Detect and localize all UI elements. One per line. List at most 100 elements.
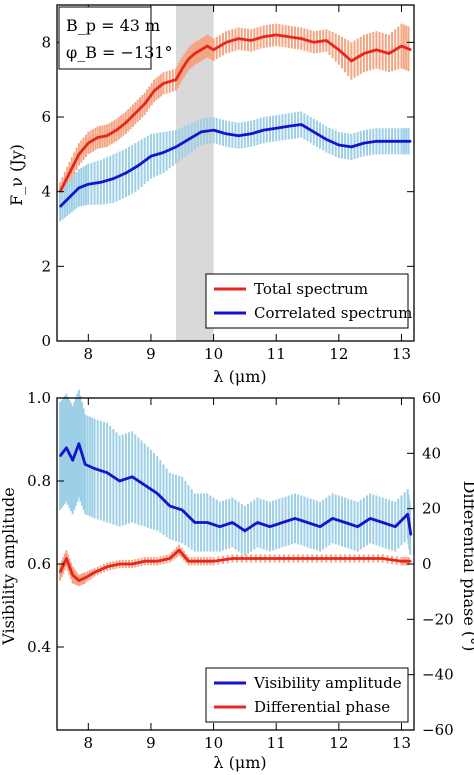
data-point: [338, 144, 340, 146]
data-point: [106, 565, 108, 568]
x-tick-label: 9: [146, 345, 156, 363]
data-point: [406, 513, 409, 515]
data-point: [143, 103, 146, 105]
data-point: [410, 49, 412, 51]
data-point: [350, 146, 353, 148]
data-point: [394, 525, 397, 528]
data-point: [306, 521, 309, 524]
x-tick-label: 12: [329, 345, 348, 363]
data-point: [375, 140, 378, 143]
data-point: [381, 521, 384, 524]
data-point: [84, 463, 86, 466]
data-point: [118, 480, 121, 482]
top-plot-frame: [56, 4, 415, 342]
data-point: [68, 196, 71, 199]
series-line-0: [58, 442, 413, 536]
data-point: [363, 52, 365, 55]
data-point: [300, 123, 303, 126]
data-point: [93, 571, 96, 574]
x-tick-label: 8: [84, 734, 94, 752]
data-point: [175, 78, 177, 81]
x-tick-label: 10: [204, 345, 223, 363]
top-x-axis-label: λ (μm): [213, 367, 266, 386]
data-point: [256, 521, 259, 524]
data-point: [287, 35, 290, 38]
y2-tick-label: −60: [422, 721, 454, 739]
series-line-1: [59, 123, 411, 208]
data-point: [131, 563, 133, 565]
data-point: [143, 484, 146, 486]
data-point: [68, 172, 71, 174]
bottom-y2-ticks: −60 −40 −20 0 20 40 60: [407, 389, 454, 739]
data-point: [78, 187, 80, 189]
data-point: [187, 58, 190, 60]
data-point: [275, 127, 278, 129]
data-point: [237, 37, 240, 40]
data-point: [319, 525, 321, 528]
data-point: [181, 509, 184, 511]
data-point: [200, 131, 202, 133]
y-tick-label: 1.0: [27, 389, 51, 407]
data-point: [400, 140, 403, 143]
data-point: [162, 82, 165, 85]
data-point: [269, 525, 271, 528]
y2-tick-label: 20: [422, 500, 441, 518]
data-point: [244, 530, 246, 532]
data-point: [106, 134, 108, 137]
data-point: [59, 205, 61, 208]
data-point: [381, 557, 384, 560]
data-point: [65, 447, 68, 449]
data-point: [325, 557, 328, 560]
y-tick-label: 0.6: [27, 555, 51, 573]
data-point: [250, 133, 252, 135]
visibility-panel: 8 9 10 11 12 13 0.4 0.6 0.8 1.0 −60 −40 −20 0 20 40 60…: [0, 389, 474, 772]
legend-correlated-label: Correlated spectrum: [254, 304, 412, 322]
top-y-axis-label: F_ν (Jy): [7, 144, 26, 206]
x-tick-label: 13: [392, 734, 411, 752]
data-point: [168, 557, 171, 560]
data-point: [71, 574, 74, 576]
data-point: [156, 560, 159, 563]
data-point: [225, 133, 227, 135]
data-point: [78, 579, 80, 582]
data-point: [137, 164, 140, 167]
data-point: [87, 142, 90, 144]
data-point: [212, 49, 215, 51]
data-point: [400, 560, 403, 563]
legend-phase-label: Differential phase: [254, 698, 390, 716]
data-point: [287, 557, 290, 560]
x-tick-label: 11: [267, 734, 286, 752]
y2-tick-label: −40: [422, 666, 454, 684]
data-point: [388, 140, 390, 143]
data-point: [219, 525, 221, 528]
data-point: [100, 181, 102, 184]
data-point: [193, 52, 196, 55]
data-point: [134, 112, 137, 115]
data-point: [125, 172, 127, 174]
data-point: [71, 459, 74, 462]
data-point: [206, 45, 209, 47]
x-tick-label: 10: [204, 734, 223, 752]
data-point: [131, 476, 133, 478]
data-point: [225, 41, 227, 44]
y-tick-label: 0: [41, 332, 51, 350]
data-point: [162, 151, 165, 154]
y-tick-label: 6: [41, 108, 51, 126]
y-tick-label: 2: [41, 257, 51, 275]
data-point: [312, 41, 315, 44]
data-point: [175, 146, 177, 148]
data-point: [187, 560, 190, 563]
y-tick-label: 0.4: [27, 638, 51, 656]
y-tick-label: 4: [41, 183, 51, 201]
data-point: [338, 49, 340, 51]
top-legend: Total spectrum Correlated spectrum: [205, 273, 412, 329]
data-point: [168, 505, 171, 507]
data-point: [118, 563, 121, 565]
data-point: [206, 521, 209, 524]
data-point: [344, 521, 346, 524]
data-point: [369, 517, 371, 520]
baseline-length-text: B_p = 43 m: [66, 16, 160, 35]
bottom-y2-axis-label: Differential phase (°): [460, 481, 474, 652]
data-point: [344, 557, 346, 560]
data-point: [193, 521, 196, 524]
